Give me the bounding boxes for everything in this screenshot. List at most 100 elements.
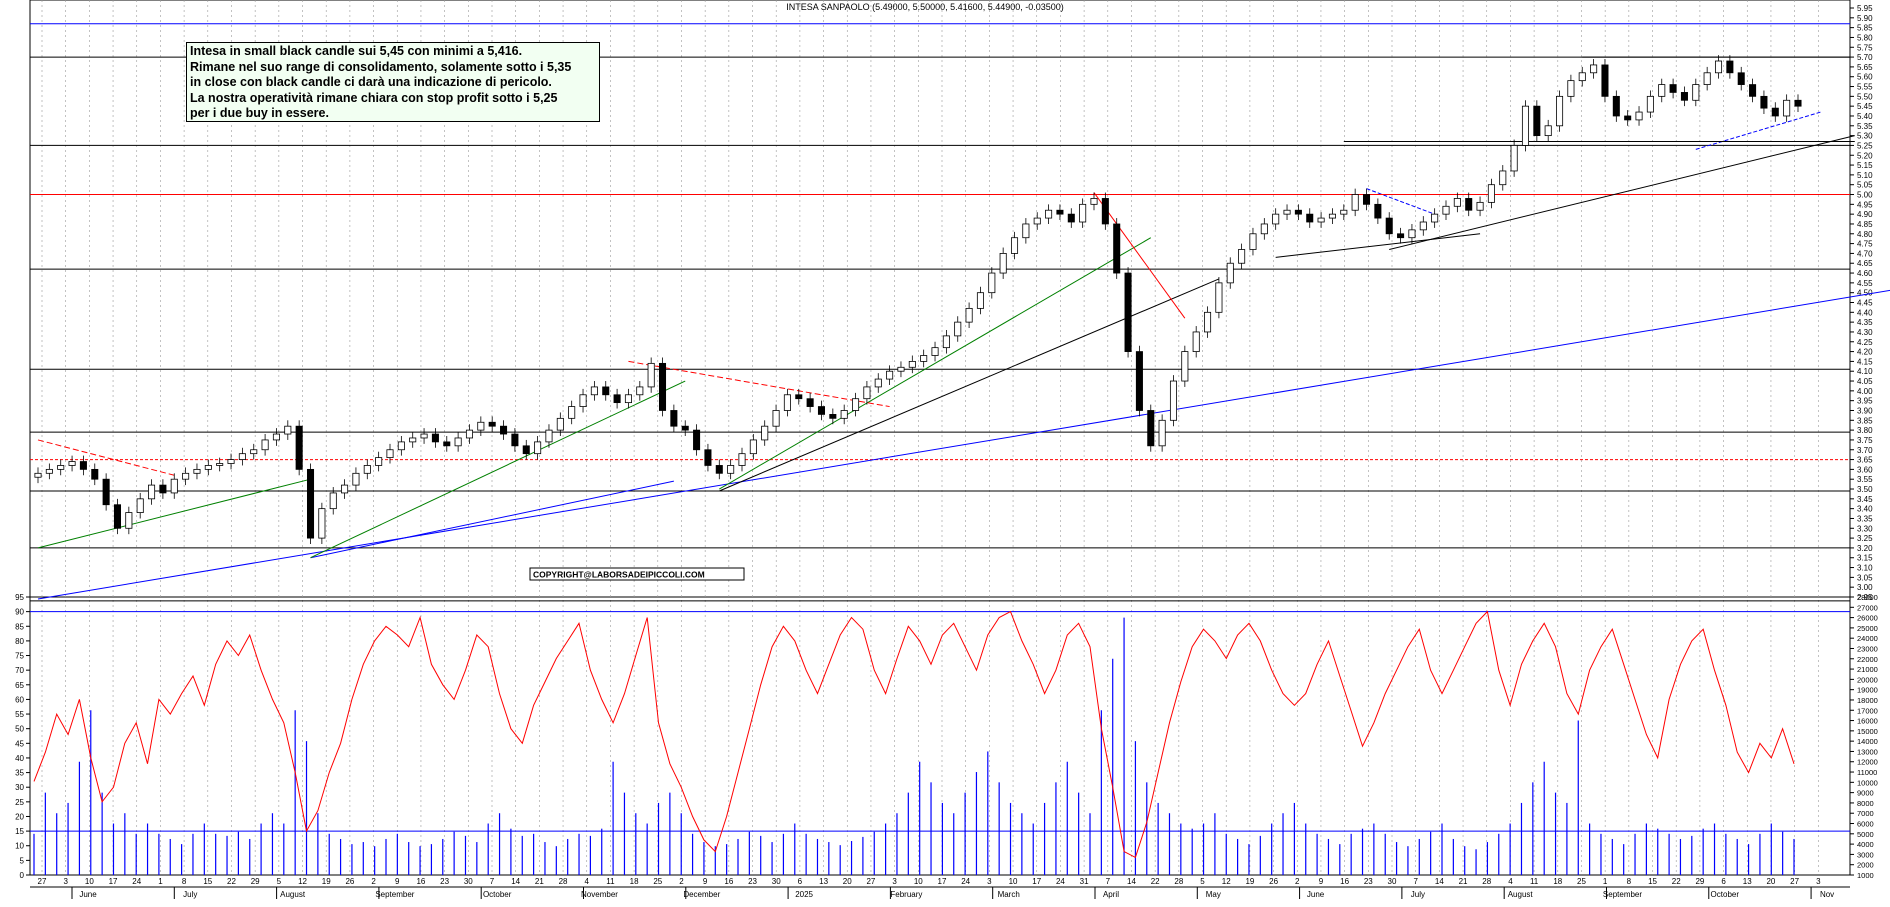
candle-body bbox=[1090, 198, 1098, 205]
candle-body bbox=[329, 492, 337, 510]
price-tick-label: 4.00 bbox=[1857, 387, 1873, 396]
volume-tick-label: 23000 bbox=[1857, 644, 1878, 653]
candle-body bbox=[1124, 272, 1132, 352]
candle-body bbox=[1737, 72, 1745, 85]
candle-body bbox=[1056, 209, 1064, 215]
osc-tick-label: 0 bbox=[20, 871, 25, 880]
candle-body bbox=[1408, 229, 1416, 239]
candle-body bbox=[613, 394, 621, 404]
candle-body bbox=[817, 406, 826, 415]
candle-body bbox=[761, 425, 769, 441]
candle-body bbox=[465, 429, 474, 439]
trendline-green-2 bbox=[310, 380, 686, 559]
annotation-line-5: per i due buy in essere. bbox=[190, 106, 329, 121]
candle-body bbox=[113, 504, 122, 529]
day-tick-label: 21 bbox=[535, 877, 544, 886]
candle-body bbox=[1680, 92, 1688, 101]
day-tick-label: 20 bbox=[1766, 877, 1775, 886]
candle-body bbox=[238, 453, 246, 460]
price-tick-label: 5.60 bbox=[1857, 73, 1873, 82]
price-tick-label: 3.75 bbox=[1857, 436, 1873, 445]
price-tick-label: 4.70 bbox=[1857, 249, 1873, 258]
candle-body bbox=[79, 461, 87, 470]
candle-body bbox=[874, 378, 882, 388]
trendline-black-2 bbox=[1275, 233, 1481, 258]
price-tick-label: 4.80 bbox=[1857, 230, 1873, 239]
osc-tick-label: 50 bbox=[15, 725, 24, 734]
price-tick-label: 4.85 bbox=[1857, 220, 1873, 229]
candle-body bbox=[545, 429, 553, 443]
day-tick-label: 22 bbox=[227, 877, 236, 886]
day-tick-label: 1 bbox=[158, 877, 163, 886]
candle-body bbox=[590, 386, 598, 396]
volume-tick-label: 18000 bbox=[1857, 696, 1878, 705]
candle-body bbox=[1397, 233, 1405, 239]
candle-body bbox=[908, 360, 916, 368]
day-tick-label: 30 bbox=[772, 877, 781, 886]
day-tick-label: 8 bbox=[182, 877, 187, 886]
price-tick-label: 4.45 bbox=[1857, 299, 1873, 308]
price-tick-label: 4.20 bbox=[1857, 348, 1873, 357]
month-label: March bbox=[998, 890, 1020, 899]
candle-body bbox=[602, 386, 610, 396]
price-tick-label: 5.10 bbox=[1857, 171, 1873, 180]
trendline-red-3 bbox=[1093, 192, 1186, 319]
candle-body bbox=[454, 437, 462, 447]
candle-body bbox=[1101, 198, 1109, 225]
candle-body bbox=[1272, 213, 1280, 225]
day-tick-label: 2 bbox=[679, 877, 684, 886]
candle-body bbox=[772, 410, 780, 427]
candle-body bbox=[250, 449, 258, 455]
candle-body bbox=[1328, 213, 1336, 219]
candle-body bbox=[1158, 419, 1166, 447]
candle-body bbox=[852, 398, 860, 411]
candle-body bbox=[1374, 203, 1382, 219]
month-label: April bbox=[1103, 890, 1119, 899]
day-tick-label: 15 bbox=[1648, 877, 1657, 886]
price-tick-label: 4.35 bbox=[1857, 318, 1873, 327]
chart-title: INTESA SANPAOLO (5.49000, 5.50000, 5.416… bbox=[786, 2, 1064, 12]
day-tick-label: 22 bbox=[1151, 877, 1160, 886]
candle-body bbox=[363, 465, 371, 474]
candle-body bbox=[375, 457, 383, 466]
candle-body bbox=[443, 441, 451, 447]
price-tick-label: 4.60 bbox=[1857, 269, 1873, 278]
day-tick-label: 17 bbox=[1032, 877, 1041, 886]
day-tick-label: 29 bbox=[1695, 877, 1704, 886]
candle-body bbox=[920, 355, 928, 362]
osc-tick-label: 30 bbox=[15, 783, 24, 792]
candle-body bbox=[204, 465, 212, 470]
plot-frame bbox=[29, 0, 1851, 876]
day-tick-label: 28 bbox=[559, 877, 568, 886]
osc-tick-label: 25 bbox=[15, 798, 24, 807]
month-label: August bbox=[280, 890, 306, 899]
candle-body bbox=[749, 439, 757, 455]
volume-tick-label: 15000 bbox=[1857, 727, 1878, 736]
candle-body bbox=[386, 449, 394, 459]
price-tick-label: 5.05 bbox=[1857, 181, 1873, 190]
day-tick-label: 25 bbox=[1577, 877, 1586, 886]
candle-body bbox=[806, 398, 814, 407]
annotation-line-2: Rimane nel suo range di consolidamento, … bbox=[190, 59, 572, 74]
candle-body bbox=[102, 478, 110, 506]
day-tick-label: 16 bbox=[1340, 877, 1349, 886]
price-tick-label: 3.50 bbox=[1857, 485, 1873, 494]
volume-tick-label: 28000 bbox=[1857, 593, 1878, 602]
candle-body bbox=[1340, 209, 1348, 215]
day-tick-label: 12 bbox=[1222, 877, 1231, 886]
candle-body bbox=[1079, 203, 1087, 223]
volume-tick-label: 26000 bbox=[1857, 614, 1878, 623]
day-tick-label: 2 bbox=[371, 877, 376, 886]
day-tick-label: 14 bbox=[1435, 877, 1444, 886]
candle-body bbox=[352, 472, 360, 486]
candle-body bbox=[1362, 194, 1371, 205]
price-tick-label: 3.80 bbox=[1857, 426, 1873, 435]
candle-body bbox=[1669, 84, 1677, 93]
price-tick-label: 4.90 bbox=[1857, 210, 1873, 219]
candle-body bbox=[829, 414, 837, 419]
candle-body bbox=[863, 386, 871, 400]
price-tick-label: 5.95 bbox=[1857, 4, 1873, 13]
price-tick-label: 3.10 bbox=[1857, 564, 1873, 573]
candle-body bbox=[1465, 198, 1473, 211]
day-tick-label: 29 bbox=[251, 877, 260, 886]
